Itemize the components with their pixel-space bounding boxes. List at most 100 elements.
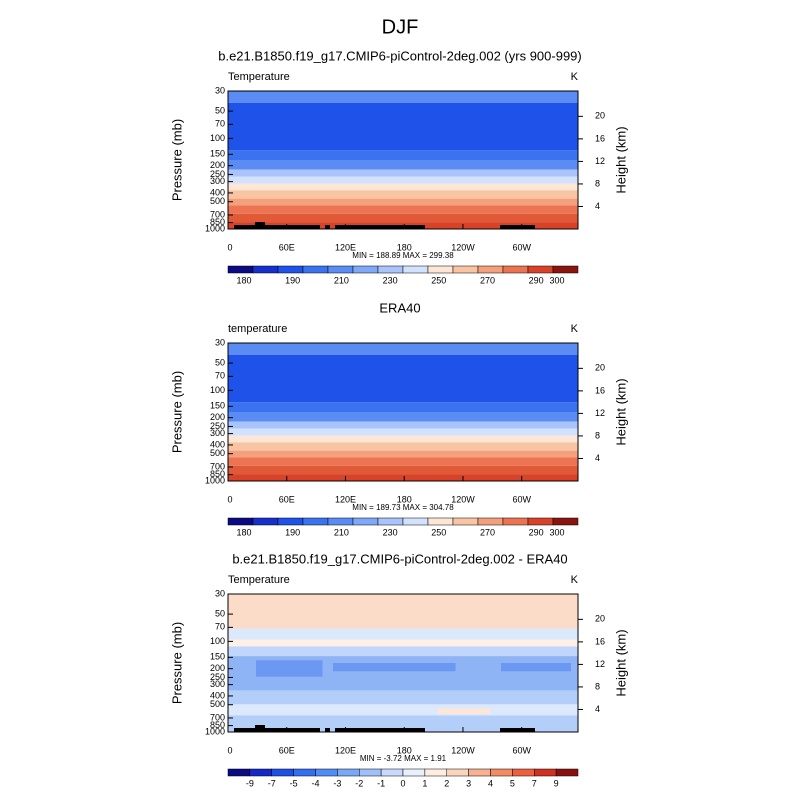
x-tick-label: 0 xyxy=(227,745,232,755)
unit-label: K xyxy=(571,574,579,586)
colorbar-box xyxy=(452,265,479,274)
y-tick-label: 150 xyxy=(210,401,225,411)
colorbar-box xyxy=(302,517,329,526)
contour-band xyxy=(228,355,578,403)
colorbar-box xyxy=(227,768,251,777)
y-tick-label: 200 xyxy=(210,412,225,422)
y-tick-label: 700 xyxy=(210,712,225,722)
colorbar-box xyxy=(302,265,329,274)
panel: ERA40 temperature K Pressure (mb) Height (km… xyxy=(169,300,628,537)
colorbar-box xyxy=(352,265,379,274)
contour-band xyxy=(333,663,456,672)
y-tick-label: 50 xyxy=(215,357,225,367)
y-tick-label: 250 xyxy=(210,672,225,682)
colorbar-label: 0 xyxy=(400,778,405,788)
y-tick-label: 1000 xyxy=(205,475,225,485)
colorbar-box xyxy=(315,768,338,777)
colorbar-label: 7 xyxy=(532,778,537,788)
colorbar-box xyxy=(227,517,254,526)
y-tick-label: 500 xyxy=(210,448,225,458)
colorbar-box xyxy=(227,265,254,274)
terrain xyxy=(325,728,330,732)
contour-band xyxy=(228,169,578,177)
x-tick-label: 180 xyxy=(397,242,412,252)
x-tick-label: 60W xyxy=(512,494,531,504)
x-tick-label: 120W xyxy=(451,242,475,252)
unit-label: K xyxy=(571,71,579,83)
colorbar-box xyxy=(477,265,504,274)
y2-tick-label: 4 xyxy=(595,201,600,211)
colorbar-label: -4 xyxy=(311,778,319,788)
x-tick-label: 120E xyxy=(335,494,356,504)
contour-band xyxy=(228,450,578,458)
y-axis-label: Pressure (mb) xyxy=(169,371,184,453)
colorbar-label: 190 xyxy=(285,527,300,537)
contour-band xyxy=(438,708,491,715)
y-tick-label: 50 xyxy=(215,608,225,618)
colorbar-box xyxy=(427,265,454,274)
terrain xyxy=(255,222,265,229)
colorbar-box xyxy=(271,768,294,777)
y2-tick-label: 12 xyxy=(595,156,605,166)
contour-band xyxy=(228,190,578,199)
contour-band xyxy=(228,428,578,436)
colorbar-box xyxy=(512,768,535,777)
y2-tick-label: 16 xyxy=(595,133,605,143)
colorbar-label: 180 xyxy=(236,275,251,285)
y-tick-label: 300 xyxy=(210,176,225,186)
contour-band xyxy=(228,103,578,151)
terrain xyxy=(335,728,425,732)
colorbar-label: 190 xyxy=(285,275,300,285)
y2-tick-label: 12 xyxy=(595,659,605,669)
y-tick-label: 1000 xyxy=(205,223,225,233)
colorbar-label: -9 xyxy=(246,778,254,788)
colorbar-box xyxy=(252,265,279,274)
colorbar-box xyxy=(527,265,554,274)
colorbar-label: 290 xyxy=(529,275,544,285)
y2-tick-label: 20 xyxy=(595,111,605,121)
colorbar-box xyxy=(552,265,579,274)
contour-band xyxy=(501,663,571,672)
figure-title: DJF xyxy=(382,16,419,38)
y2-tick-label: 4 xyxy=(595,704,600,714)
plot-frame xyxy=(227,342,579,482)
y-tick-label: 200 xyxy=(210,160,225,170)
colorbar-label: -3 xyxy=(333,778,341,788)
colorbar-label: -7 xyxy=(268,778,276,788)
y2-tick-label: 12 xyxy=(595,408,605,418)
colorbar-box xyxy=(327,265,354,274)
x-tick-label: 60E xyxy=(279,242,295,252)
colorbar-label: -5 xyxy=(290,778,298,788)
colorbar-box xyxy=(277,517,304,526)
y2-tick-label: 16 xyxy=(595,636,605,646)
y-tick-label: 100 xyxy=(210,636,225,646)
colorbar-box xyxy=(377,265,404,274)
y2-tick-label: 4 xyxy=(595,453,600,463)
y2-tick-label: 20 xyxy=(595,614,605,624)
y-tick-label: 100 xyxy=(210,385,225,395)
colorbar-label: 9 xyxy=(554,778,559,788)
colorbar-box xyxy=(490,768,513,777)
contour-band xyxy=(228,150,578,160)
x-tick-label: 60E xyxy=(279,494,295,504)
contour-band xyxy=(228,183,578,191)
contour-band xyxy=(228,646,578,657)
contour-band xyxy=(228,442,578,451)
colorbar-box xyxy=(337,768,360,777)
y-tick-label: 1000 xyxy=(205,726,225,736)
x-tick-label: 60W xyxy=(512,242,531,252)
contour-band xyxy=(228,402,578,412)
colorbar-box xyxy=(402,265,429,274)
y2-tick-label: 16 xyxy=(595,385,605,395)
colorbar-label: 250 xyxy=(431,527,446,537)
contour-band xyxy=(228,639,578,647)
colorbar-box xyxy=(277,265,304,274)
left-label: Temperature xyxy=(228,71,290,83)
colorbar-box xyxy=(452,517,479,526)
y-axis-label: Pressure (mb) xyxy=(169,119,184,201)
y-tick-label: 250 xyxy=(210,169,225,179)
colorbar-box xyxy=(502,265,529,274)
contour-band xyxy=(228,198,578,206)
y-tick-label: 70 xyxy=(215,622,225,632)
